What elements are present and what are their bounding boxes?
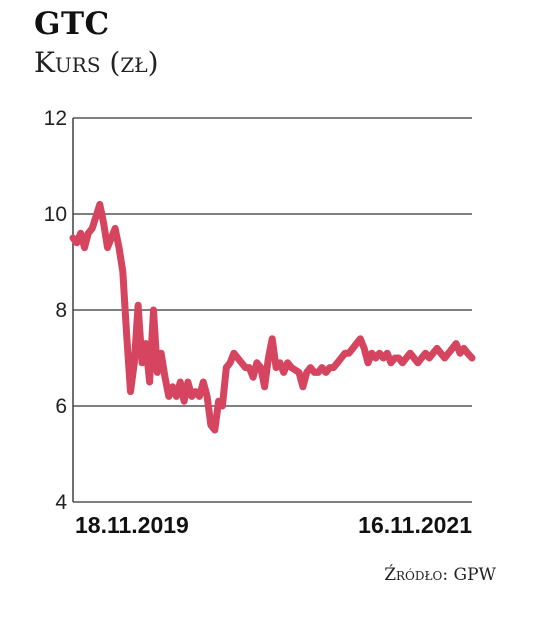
y-tick-label: 6	[55, 395, 67, 418]
y-tick-label: 4	[55, 491, 67, 514]
series-line	[69, 200, 476, 434]
x-tick-label: 16.11.2021	[358, 512, 472, 538]
chart-title: GTC	[34, 6, 110, 42]
y-tick-label: 12	[44, 107, 67, 130]
source-note: Źródło: GPW	[384, 565, 496, 585]
y-tick-label: 8	[55, 299, 67, 322]
chart-subtitle: Kurs (zł)	[34, 46, 159, 79]
x-tick-label: 18.11.2019	[75, 512, 189, 538]
y-tick-label: 10	[44, 203, 67, 226]
